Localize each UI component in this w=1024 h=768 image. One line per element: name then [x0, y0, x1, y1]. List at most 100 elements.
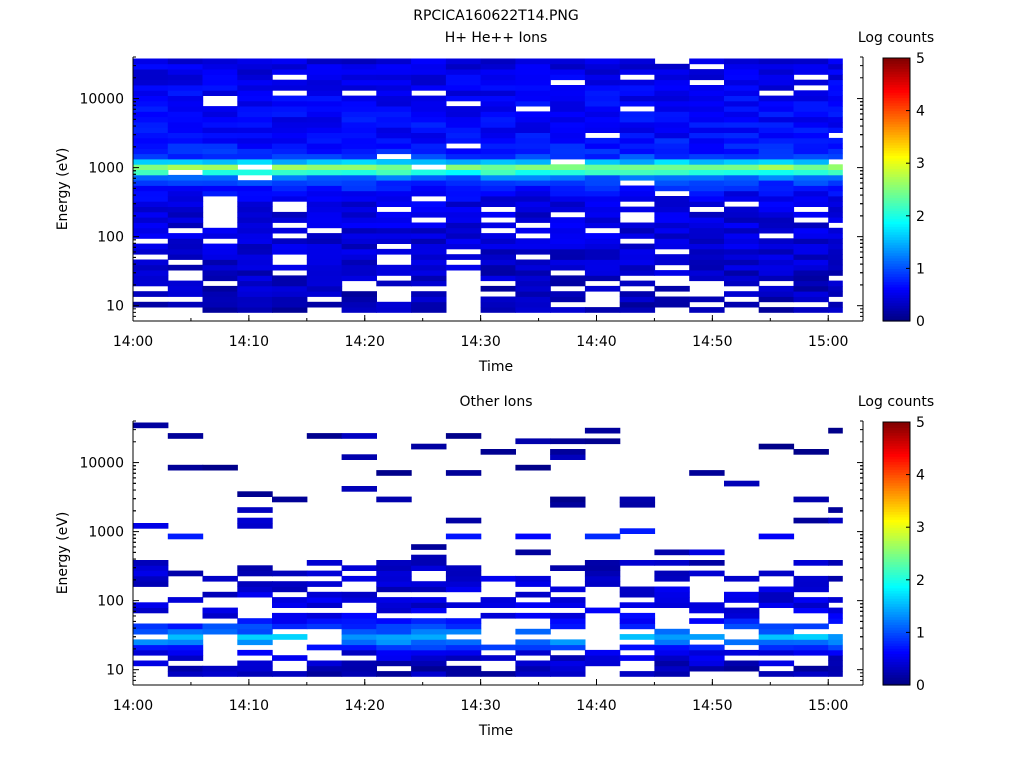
heatmap-cell	[828, 111, 843, 118]
heatmap-cell	[445, 575, 482, 582]
colorbar-band	[883, 590, 910, 594]
heatmap-cell	[133, 565, 169, 571]
heatmap-cell	[584, 164, 621, 170]
heatmap-cell	[550, 90, 586, 96]
heatmap-cell	[202, 623, 238, 630]
heatmap-cell	[480, 254, 516, 260]
heatmap-cell	[167, 639, 204, 646]
heatmap-cell	[411, 301, 447, 308]
heatmap-cell	[584, 217, 621, 223]
heatmap-cell	[758, 570, 795, 577]
heatmap-cell	[411, 586, 447, 593]
heatmap-cell	[724, 206, 760, 213]
heatmap-cell	[550, 275, 586, 282]
heatmap-cell	[445, 671, 482, 677]
heatmap-cell	[411, 233, 447, 239]
heatmap-cell	[654, 201, 690, 207]
heatmap-cell	[202, 243, 238, 250]
heatmap-cell	[411, 554, 447, 561]
heatmap-cell	[480, 132, 516, 139]
colorbar-band	[883, 315, 910, 319]
panel-other-ions: 14:00 14:10 14:20 14:30 14:40 14:50 15:0010100…	[55, 394, 934, 739]
heatmap-cell	[689, 618, 725, 624]
colorbar-band	[883, 548, 910, 552]
heatmap-cell	[167, 95, 204, 102]
heatmap-cell	[828, 517, 843, 524]
colorbar-band	[883, 284, 910, 288]
heatmap-cell	[828, 69, 843, 75]
heatmap-cell	[828, 618, 843, 624]
heatmap-cell	[515, 174, 551, 181]
heatmap-cell	[376, 581, 412, 587]
heatmap-cell	[445, 222, 482, 229]
heatmap-cell	[689, 570, 725, 577]
heatmap-cell	[411, 132, 447, 139]
heatmap-cell	[237, 581, 273, 587]
heatmap-cell	[724, 74, 760, 81]
heatmap-cell	[202, 63, 238, 70]
heatmap-cell	[376, 127, 412, 133]
heatmap-cell	[237, 238, 273, 244]
heatmap-cell	[793, 69, 829, 75]
heatmap-cell	[411, 116, 447, 123]
heatmap-cell	[411, 644, 447, 651]
heatmap-cell	[272, 248, 308, 255]
heatmap-cell	[376, 201, 412, 207]
heatmap-cell	[480, 169, 516, 176]
heatmap-cell	[758, 602, 795, 608]
heatmap-cell	[654, 575, 690, 582]
heatmap-cell	[724, 185, 760, 192]
heatmap-cell	[306, 85, 343, 91]
heatmap-cell	[306, 254, 343, 260]
heatmap-cell	[272, 180, 308, 186]
heatmap-cell	[793, 201, 829, 207]
heatmap-cell	[619, 169, 656, 176]
heatmap-cell	[445, 233, 482, 239]
heatmap-cell	[724, 143, 760, 149]
heatmap-cell	[411, 623, 447, 630]
heatmap-cell	[133, 174, 169, 181]
heatmap-cell	[793, 90, 829, 96]
heatmap-cell	[550, 291, 586, 297]
heatmap-cell	[167, 100, 204, 107]
heatmap-cell	[724, 275, 760, 282]
heatmap-cell	[133, 301, 169, 308]
heatmap-cell	[724, 222, 760, 229]
heatmap-cell	[515, 137, 551, 144]
heatmap-cell	[306, 174, 343, 181]
heatmap-cell	[793, 116, 829, 123]
heatmap-cell	[480, 612, 516, 619]
heatmap-cell	[341, 233, 377, 239]
heatmap-cell	[341, 58, 377, 65]
heatmap-cell	[445, 180, 482, 186]
colorbar-band	[883, 236, 910, 241]
heatmap-cell	[828, 612, 843, 619]
y-tick-label: 10000	[79, 456, 124, 472]
heatmap-cell	[793, 623, 829, 630]
heatmap-cell	[376, 649, 412, 656]
heatmap-cell	[237, 586, 273, 593]
heatmap-cell	[167, 264, 204, 271]
heatmap-cell	[133, 106, 169, 112]
colorbar-band	[883, 527, 910, 531]
heatmap-cell	[480, 90, 516, 96]
heatmap-cell	[272, 95, 308, 102]
heatmap-cell	[758, 671, 795, 677]
heatmap-cell	[584, 275, 621, 282]
heatmap-cell	[341, 639, 377, 646]
heatmap-cell	[376, 190, 412, 197]
heatmap-cell	[758, 196, 795, 202]
colorbar-band	[883, 123, 910, 127]
heatmap-cell	[341, 660, 377, 667]
heatmap-cell	[550, 185, 586, 192]
heatmap-cell	[793, 581, 829, 587]
colorbar-tick-label: 3	[916, 156, 925, 172]
heatmap-cell	[237, 169, 273, 176]
colorbar-band	[883, 286, 910, 291]
colorbar-band	[883, 577, 910, 581]
heatmap-cell	[724, 174, 760, 181]
heatmap-cell	[515, 148, 551, 155]
heatmap-cell	[550, 222, 586, 229]
colorbar-band	[883, 223, 910, 227]
heatmap-cell	[341, 79, 377, 86]
